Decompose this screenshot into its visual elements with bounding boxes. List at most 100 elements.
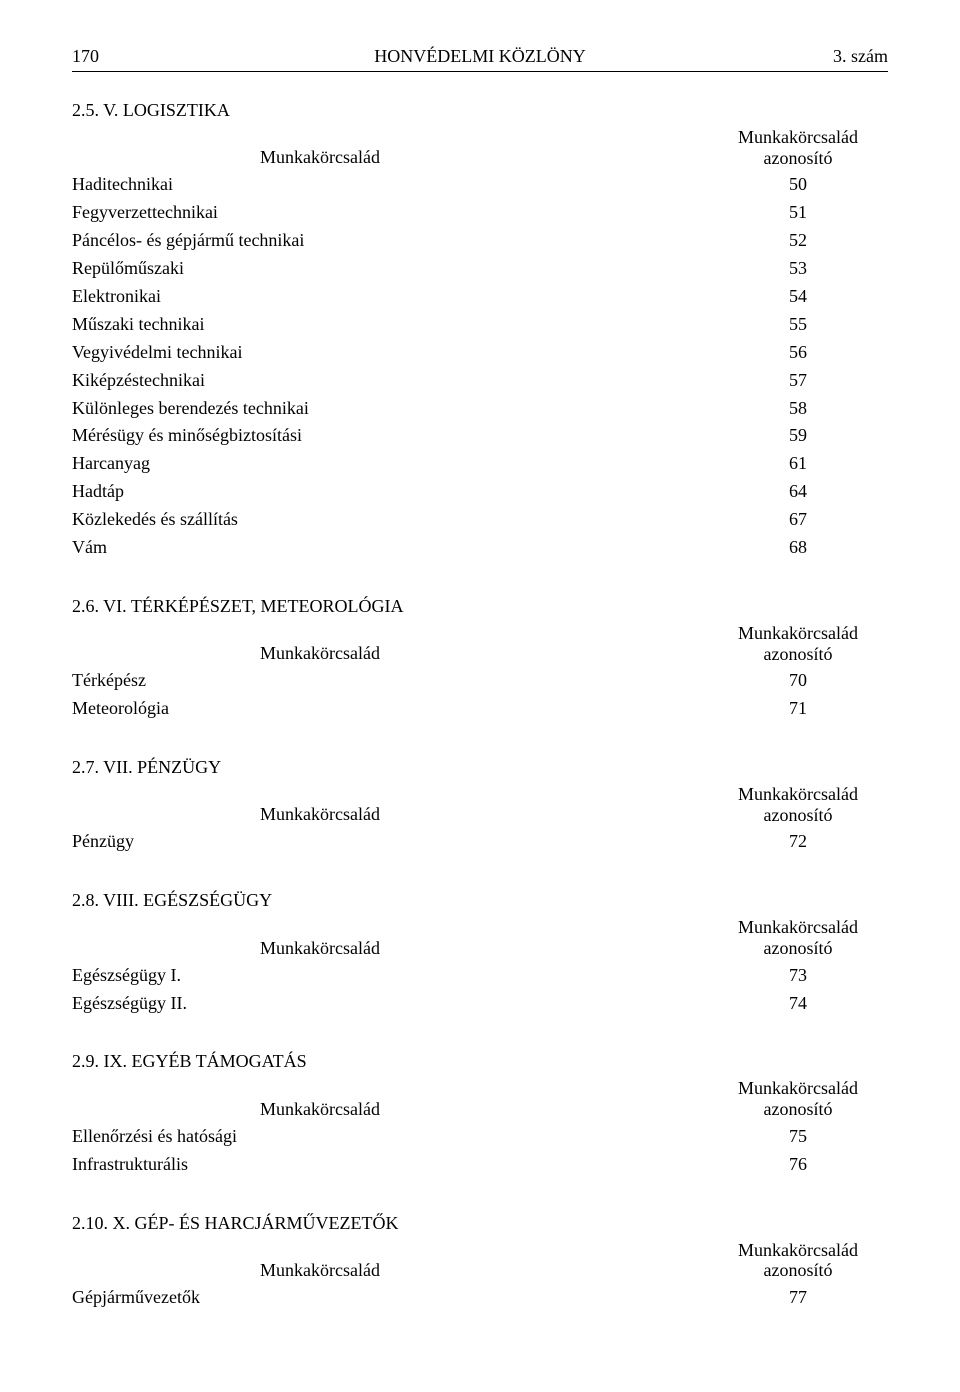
family-id: 58 xyxy=(708,395,888,423)
family-id: 70 xyxy=(708,667,888,695)
family-name: Haditechnikai xyxy=(72,171,708,199)
family-name: Gépjárművezetők xyxy=(72,1284,708,1312)
header-underline xyxy=(72,71,888,72)
table-row: Közlekedés és szállítás67 xyxy=(72,506,888,534)
col-header-id: Munkakörcsaládazonosító xyxy=(708,1240,888,1281)
family-name: Közlekedés és szállítás xyxy=(72,506,708,534)
table-row: Infrastrukturális76 xyxy=(72,1151,888,1179)
col-header-id-line1: Munkakörcsalád xyxy=(708,1078,888,1099)
family-name: Térképész xyxy=(72,667,708,695)
table-row: Vegyivédelmi technikai56 xyxy=(72,339,888,367)
family-name: Páncélos- és gépjármű technikai xyxy=(72,227,708,255)
table-header: MunkakörcsaládMunkakörcsaládazonosító xyxy=(72,623,888,664)
family-name: Elektronikai xyxy=(72,283,708,311)
table-row: Repülőműszaki53 xyxy=(72,255,888,283)
table-row: Elektronikai54 xyxy=(72,283,888,311)
table-row: Vám68 xyxy=(72,534,888,562)
family-id: 61 xyxy=(708,450,888,478)
table-row: Térképész70 xyxy=(72,667,888,695)
family-id: 59 xyxy=(708,422,888,450)
table-row: Hadtáp64 xyxy=(72,478,888,506)
family-id: 55 xyxy=(708,311,888,339)
col-header-name: Munkakörcsalád xyxy=(72,1260,708,1281)
section-title: 2.10. X. GÉP- ÉS HARCJÁRMŰVEZETŐK xyxy=(72,1213,888,1234)
col-header-id-line2: azonosító xyxy=(708,938,888,959)
content-area: 2.5. V. LOGISZTIKAMunkakörcsaládMunkakör… xyxy=(72,100,888,1312)
family-name: Infrastrukturális xyxy=(72,1151,708,1179)
page-header: 170 HONVÉDELMI KÖZLÖNY 3. szám xyxy=(72,46,888,72)
col-header-id-line2: azonosító xyxy=(708,644,888,665)
family-id: 77 xyxy=(708,1284,888,1312)
table-header: MunkakörcsaládMunkakörcsaládazonosító xyxy=(72,127,888,168)
family-id: 52 xyxy=(708,227,888,255)
family-name: Vám xyxy=(72,534,708,562)
table-row: Fegyverzettechnikai51 xyxy=(72,199,888,227)
col-header-id: Munkakörcsaládazonosító xyxy=(708,784,888,825)
table-header: MunkakörcsaládMunkakörcsaládazonosító xyxy=(72,1240,888,1281)
section-title: 2.6. VI. TÉRKÉPÉSZET, METEOROLÓGIA xyxy=(72,596,888,617)
family-name: Meteorológia xyxy=(72,695,708,723)
section-title: 2.7. VII. PÉNZÜGY xyxy=(72,757,888,778)
family-id: 74 xyxy=(708,990,888,1018)
family-id: 73 xyxy=(708,962,888,990)
section-title: 2.8. VIII. EGÉSZSÉGÜGY xyxy=(72,890,888,911)
family-name: Pénzügy xyxy=(72,828,708,856)
table-row: Mérésügy és minőségbiztosítási59 xyxy=(72,422,888,450)
family-name: Harcanyag xyxy=(72,450,708,478)
col-header-id-line1: Munkakörcsalád xyxy=(708,623,888,644)
col-header-id: Munkakörcsaládazonosító xyxy=(708,127,888,168)
col-header-id-line1: Munkakörcsalád xyxy=(708,1240,888,1261)
table-row: Ellenőrzési és hatósági75 xyxy=(72,1123,888,1151)
family-id: 54 xyxy=(708,283,888,311)
family-name: Egészségügy I. xyxy=(72,962,708,990)
family-table: MunkakörcsaládMunkakörcsaládazonosítóHad… xyxy=(72,127,888,562)
table-header: MunkakörcsaládMunkakörcsaládazonosító xyxy=(72,917,888,958)
family-name: Hadtáp xyxy=(72,478,708,506)
page-number: 170 xyxy=(72,46,99,67)
section-title: 2.9. IX. EGYÉB TÁMOGATÁS xyxy=(72,1051,888,1072)
family-name: Fegyverzettechnikai xyxy=(72,199,708,227)
col-header-id-line2: azonosító xyxy=(708,148,888,169)
family-id: 57 xyxy=(708,367,888,395)
table-row: Meteorológia71 xyxy=(72,695,888,723)
col-header-id-line2: azonosító xyxy=(708,1260,888,1281)
family-name: Kiképzéstechnikai xyxy=(72,367,708,395)
family-name: Egészségügy II. xyxy=(72,990,708,1018)
col-header-name: Munkakörcsalád xyxy=(72,938,708,959)
table-row: Egészségügy II.74 xyxy=(72,990,888,1018)
family-id: 56 xyxy=(708,339,888,367)
family-name: Mérésügy és minőségbiztosítási xyxy=(72,422,708,450)
col-header-id: Munkakörcsaládazonosító xyxy=(708,623,888,664)
table-row: Különleges berendezés technikai58 xyxy=(72,395,888,423)
family-table: MunkakörcsaládMunkakörcsaládazonosítóGép… xyxy=(72,1240,888,1312)
family-id: 51 xyxy=(708,199,888,227)
family-id: 75 xyxy=(708,1123,888,1151)
family-id: 76 xyxy=(708,1151,888,1179)
col-header-name: Munkakörcsalád xyxy=(72,1099,708,1120)
table-row: Páncélos- és gépjármű technikai52 xyxy=(72,227,888,255)
table-row: Haditechnikai50 xyxy=(72,171,888,199)
family-name: Vegyivédelmi technikai xyxy=(72,339,708,367)
col-header-name: Munkakörcsalád xyxy=(72,643,708,664)
family-name: Repülőműszaki xyxy=(72,255,708,283)
family-id: 67 xyxy=(708,506,888,534)
family-table: MunkakörcsaládMunkakörcsaládazonosítóTér… xyxy=(72,623,888,723)
col-header-id-line2: azonosító xyxy=(708,805,888,826)
col-header-id: Munkakörcsaládazonosító xyxy=(708,917,888,958)
family-id: 50 xyxy=(708,171,888,199)
family-table: MunkakörcsaládMunkakörcsaládazonosító Ell… xyxy=(72,1078,888,1178)
family-id: 71 xyxy=(708,695,888,723)
table-row: Kiképzéstechnikai57 xyxy=(72,367,888,395)
col-header-id: Munkakörcsaládazonosító xyxy=(708,1078,888,1119)
issue-number: 3. szám xyxy=(833,46,888,67)
family-id: 53 xyxy=(708,255,888,283)
family-table: MunkakörcsaládMunkakörcsaládazonosító Pén… xyxy=(72,784,888,856)
family-id: 68 xyxy=(708,534,888,562)
col-header-id-line1: Munkakörcsalád xyxy=(708,917,888,938)
section-title: 2.5. V. LOGISZTIKA xyxy=(72,100,888,121)
family-table: MunkakörcsaládMunkakörcsaládazonosítóEgé… xyxy=(72,917,888,1017)
table-row: Műszaki technikai55 xyxy=(72,311,888,339)
family-id: 72 xyxy=(708,828,888,856)
table-header: MunkakörcsaládMunkakörcsaládazonosító xyxy=(72,784,888,825)
col-header-id-line1: Munkakörcsalád xyxy=(708,127,888,148)
